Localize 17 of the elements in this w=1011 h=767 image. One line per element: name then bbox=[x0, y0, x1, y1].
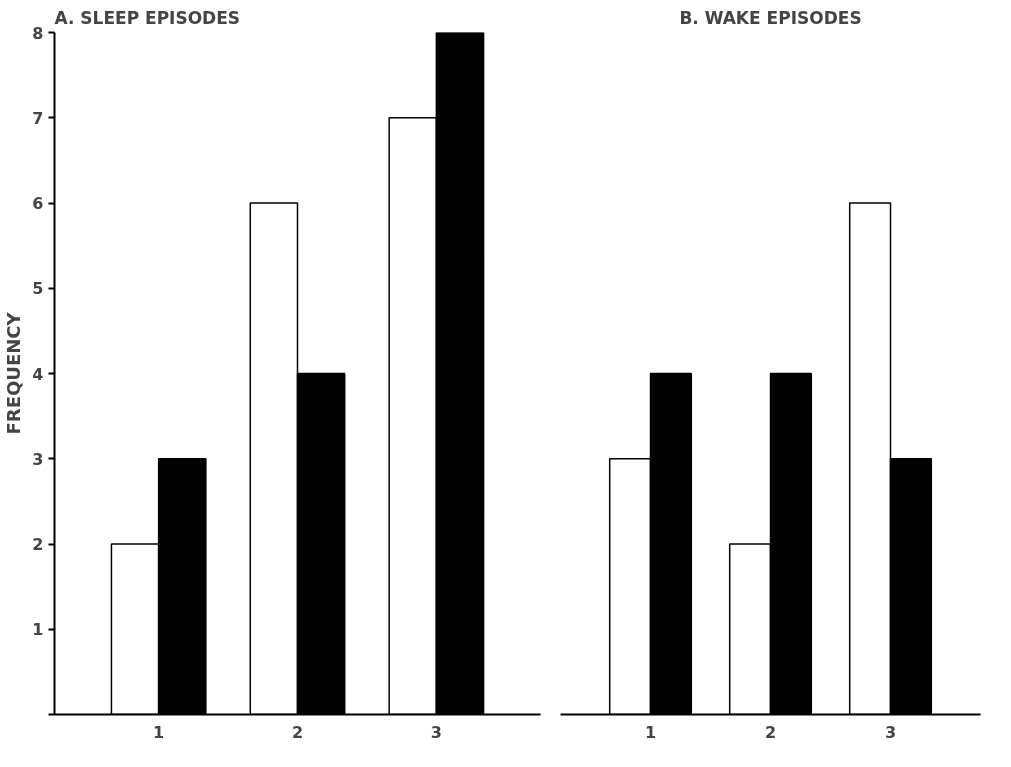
chart-title: A. SLEEP EPISODES bbox=[54, 7, 241, 28]
x-tick-label: 2 bbox=[291, 722, 304, 742]
chart-title: B. WAKE EPISODES bbox=[679, 7, 862, 28]
x-tick-label: 1 bbox=[644, 722, 657, 742]
y-tick-label: 5 bbox=[32, 279, 44, 299]
y-tick-label: 3 bbox=[32, 449, 44, 469]
y-tick-label: 2 bbox=[32, 535, 44, 554]
y-tick-label: 8 bbox=[32, 23, 44, 43]
y-axis-title: FREQUENCY bbox=[3, 311, 25, 435]
y-tick-label: 4 bbox=[32, 364, 44, 384]
x-tick-label: 1 bbox=[153, 722, 165, 742]
y-tick-label: 1 bbox=[32, 620, 44, 640]
y-tick-label: 7 bbox=[32, 108, 44, 128]
x-tick-label: 2 bbox=[764, 722, 777, 742]
x-tick-label: 3 bbox=[430, 722, 442, 742]
y-tick-label: 6 bbox=[32, 194, 44, 213]
x-tick-label: 3 bbox=[884, 722, 897, 742]
